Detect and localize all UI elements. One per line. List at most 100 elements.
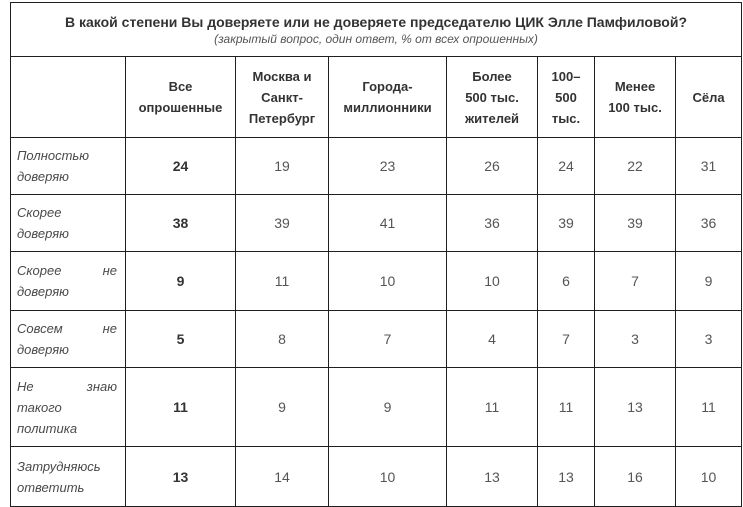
column-header-line: Все xyxy=(168,79,193,94)
column-header-line: 500 xyxy=(555,89,577,105)
question-title: В какой степени Вы доверяете или не дове… xyxy=(65,13,688,30)
value-cell: 10 xyxy=(328,446,447,507)
column-header-line: Менее xyxy=(614,79,656,94)
column-header-label: Все опрошенные xyxy=(139,76,223,118)
value-cell: 7 xyxy=(328,310,447,368)
column-header: Города-миллионники xyxy=(328,56,447,138)
value-cell: 36 xyxy=(674,194,743,252)
value-cell: 6 xyxy=(537,251,595,311)
value-cell: 11 xyxy=(235,251,329,311)
table-row: Не знаю такого политика 11 9 9 11 11 13 11 xyxy=(10,367,743,447)
value-cell: 11 xyxy=(446,367,538,447)
total-value-cell: 5 xyxy=(125,310,236,368)
column-header: 100– 500 тыс. xyxy=(537,56,595,138)
value-cell: 19 xyxy=(235,137,329,195)
row-label-line: политика xyxy=(17,420,78,436)
row-label: Не знаю такого политика xyxy=(10,367,126,447)
column-header-line: жителей xyxy=(464,110,520,126)
column-header-label: 100– 500 тыс. xyxy=(552,66,581,129)
row-label-line: доверяю xyxy=(17,284,69,299)
row-label-line: Полностью xyxy=(17,148,90,163)
value-cell: 9 xyxy=(235,367,329,447)
total-value-cell: 11 xyxy=(125,367,236,447)
survey-table: В какой степени Вы доверяете или не дове… xyxy=(9,2,743,507)
row-label: Скорее доверяю xyxy=(10,194,126,252)
column-header: Более 500 тыс. жителей xyxy=(446,56,538,138)
value-cell: 23 xyxy=(328,137,447,195)
total-value-cell: 38 xyxy=(125,194,236,252)
value-cell: 13 xyxy=(594,367,676,447)
row-label-line: Не знаю xyxy=(17,378,117,394)
column-header-line: миллионники xyxy=(343,100,432,115)
value-cell: 14 xyxy=(235,446,329,507)
column-header-line: Петербург xyxy=(248,110,316,126)
column-header-label: Менее 100 тыс. xyxy=(608,76,662,118)
value-cell: 31 xyxy=(674,137,743,195)
value-cell: 11 xyxy=(674,367,743,447)
column-header-line: опрошенные xyxy=(138,100,223,115)
row-label-line: Затрудняюсь xyxy=(17,458,101,474)
row-label-line: Скорее xyxy=(17,205,62,220)
column-header-label: Москва и Санкт- Петербург xyxy=(249,66,315,129)
value-cell: 22 xyxy=(594,137,676,195)
value-cell: 10 xyxy=(674,446,743,507)
table-row: Полностью доверяю 24 19 23 26 24 22 31 xyxy=(10,137,743,195)
row-label-line: ответить xyxy=(17,479,85,495)
value-cell: 3 xyxy=(594,310,676,368)
value-cell: 9 xyxy=(328,367,447,447)
column-header: Все опрошенные xyxy=(125,56,236,138)
column-header-line: Санкт- xyxy=(261,89,303,105)
column-header-label: Сёла xyxy=(692,87,724,108)
value-cell: 3 xyxy=(674,310,743,368)
total-value-cell: 13 xyxy=(125,446,236,507)
value-cell: 7 xyxy=(537,310,595,368)
column-header-line: Сёла xyxy=(692,89,725,105)
row-label: Затрудняюсь ответить xyxy=(10,446,126,507)
table-row: Скорее доверяю 38 39 41 36 39 39 36 xyxy=(10,194,743,252)
row-label-line: доверяю xyxy=(17,169,69,184)
value-cell: 11 xyxy=(537,367,595,447)
value-cell: 8 xyxy=(235,310,329,368)
value-cell: 41 xyxy=(328,194,447,252)
row-label-line: доверяю xyxy=(17,226,69,241)
value-cell: 10 xyxy=(446,251,538,311)
row-label-line: Совсем не xyxy=(17,321,117,336)
value-cell: 26 xyxy=(446,137,538,195)
table-row: Скорее не доверяю 9 11 10 10 6 7 9 xyxy=(10,251,743,311)
column-header-line: Города- xyxy=(362,79,413,94)
header-empty-cell xyxy=(10,56,126,138)
total-value-cell: 9 xyxy=(125,251,236,311)
value-cell: 16 xyxy=(594,446,676,507)
column-header-line: Москва и xyxy=(252,68,312,84)
column-header-line: тыс. xyxy=(551,110,581,126)
value-cell: 24 xyxy=(537,137,595,195)
column-header: Москва и Санкт- Петербург xyxy=(235,56,329,138)
value-cell: 10 xyxy=(328,251,447,311)
survey-table-container: В какой степени Вы доверяете или не дове… xyxy=(9,2,743,507)
caption-row: В какой степени Вы доверяете или не дове… xyxy=(9,2,743,57)
row-label-line: такого xyxy=(17,399,62,415)
row-label: Полностью доверяю xyxy=(10,137,126,195)
column-header-label: Города-миллионники xyxy=(343,76,431,118)
value-cell: 4 xyxy=(446,310,538,368)
table-row: Совсем не доверяю 5 8 7 4 7 3 3 xyxy=(10,310,743,368)
column-header-line: Более xyxy=(472,68,512,84)
column-header: Менее 100 тыс. xyxy=(594,56,676,138)
header-row: Все опрошенные Москва и Санкт- Петербург Горо… xyxy=(10,56,743,138)
row-label: Скорее не доверяю xyxy=(10,251,126,311)
row-label-line: доверяю xyxy=(17,342,69,357)
row-label: Совсем не доверяю xyxy=(10,310,126,368)
value-cell: 9 xyxy=(674,251,743,311)
total-value-cell: 24 xyxy=(125,137,236,195)
value-cell: 13 xyxy=(537,446,595,507)
value-cell: 36 xyxy=(446,194,538,252)
column-header-label: Более 500 тыс. жителей xyxy=(465,66,519,129)
column-header-line: 500 тыс. xyxy=(465,89,519,105)
column-header-line: 100 тыс. xyxy=(608,100,662,115)
question-subtitle: (закрытый вопрос, один ответ, % от всех … xyxy=(214,31,538,46)
row-label-line: Скорее не xyxy=(17,263,117,278)
value-cell: 39 xyxy=(537,194,595,252)
value-cell: 39 xyxy=(594,194,676,252)
column-header: Сёла xyxy=(674,56,743,138)
value-cell: 39 xyxy=(235,194,329,252)
